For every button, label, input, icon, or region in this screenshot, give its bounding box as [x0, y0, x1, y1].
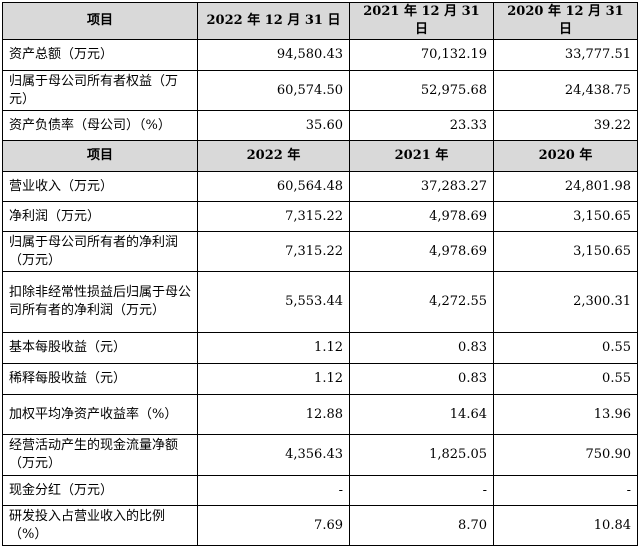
cell-value: 3,150.65 [493, 231, 638, 272]
row-label-cash-dividend: 现金分红（万元） [2, 475, 198, 506]
cell-value: 60,564.48 [197, 171, 350, 202]
table-row: 资产负债率（母公司）（%） 35.60 23.33 39.22 [2, 110, 638, 141]
cell-value: - [197, 475, 350, 506]
cell-value: 33,777.51 [493, 39, 638, 71]
row-label-diluted-eps: 稀释每股收益（元） [2, 363, 198, 395]
header-2022-12-31: 2022 年 12 月 31 日 [197, 2, 350, 40]
cell-value: 24,801.98 [493, 171, 638, 202]
header-item: 项目 [2, 2, 198, 40]
cell-value: 10.84 [493, 505, 638, 546]
header-2020: 2020 年 [493, 140, 638, 172]
table-row: 归属于母公司所有者的净利润（万元） 7,315.22 4,978.69 3,15… [2, 231, 638, 272]
table-row: 基本每股收益（元） 1.12 0.83 0.55 [2, 332, 638, 364]
table-row: 扣除非经常性损益后归属于母公司所有者的净利润（万元） 5,553.44 4,27… [2, 271, 638, 333]
cell-value: 1,825.05 [349, 434, 494, 476]
balance-header-row: 项目 2022 年 12 月 31 日 2021 年 12 月 31 日 202… [2, 2, 638, 40]
cell-value: 70,132.19 [349, 39, 494, 71]
row-label-revenue: 营业收入（万元） [2, 171, 198, 202]
cell-value: 23.33 [349, 110, 494, 141]
cell-value: 12.88 [197, 394, 350, 435]
cell-value: 0.83 [349, 363, 494, 395]
cell-value: 3,150.65 [493, 201, 638, 232]
cell-value: 0.55 [493, 363, 638, 395]
table-row: 现金分红（万元） - - - [2, 475, 638, 506]
cell-value: 7,315.22 [197, 201, 350, 232]
row-label-weighted-roe: 加权平均净资产收益率（%） [2, 394, 198, 435]
cell-value: - [493, 475, 638, 506]
header-2021: 2021 年 [349, 140, 494, 172]
cell-value: 1.12 [197, 332, 350, 364]
cell-value: 1.12 [197, 363, 350, 395]
row-label-rd-ratio: 研发投入占营业收入的比例（%） [2, 505, 198, 546]
row-label-parent-equity: 归属于母公司所有者权益（万元） [2, 70, 198, 111]
table-row: 净利润（万元） 7,315.22 4,978.69 3,150.65 [2, 201, 638, 232]
row-label-deducted-net-profit: 扣除非经常性损益后归属于母公司所有者的净利润（万元） [2, 271, 198, 333]
cell-value: 37,283.27 [349, 171, 494, 202]
cell-value: - [349, 475, 494, 506]
income-header-row: 项目 2022 年 2021 年 2020 年 [2, 140, 638, 172]
table-row: 归属于母公司所有者权益（万元） 60,574.50 52,975.68 24,4… [2, 70, 638, 111]
row-label-parent-net-profit: 归属于母公司所有者的净利润（万元） [2, 231, 198, 272]
cell-value: 0.55 [493, 332, 638, 364]
cell-value: 7.69 [197, 505, 350, 546]
cell-value: 0.83 [349, 332, 494, 364]
header-2021-12-31: 2021 年 12 月 31 日 [349, 2, 494, 40]
table-row: 研发投入占营业收入的比例（%） 7.69 8.70 10.84 [2, 505, 638, 546]
row-label-net-profit: 净利润（万元） [2, 201, 198, 232]
cell-value: 2,300.31 [493, 271, 638, 333]
cell-value: 5,553.44 [197, 271, 350, 333]
cell-value: 14.64 [349, 394, 494, 435]
cell-value: 39.22 [493, 110, 638, 141]
header-item: 项目 [2, 140, 198, 172]
cell-value: 7,315.22 [197, 231, 350, 272]
table-row: 稀释每股收益（元） 1.12 0.83 0.55 [2, 363, 638, 395]
cell-value: 4,356.43 [197, 434, 350, 476]
header-2020-12-31: 2020 年 12 月 31 日 [493, 2, 638, 40]
table-row: 营业收入（万元） 60,564.48 37,283.27 24,801.98 [2, 171, 638, 202]
row-label-debt-ratio: 资产负债率（母公司）（%） [2, 110, 198, 141]
table-row: 加权平均净资产收益率（%） 12.88 14.64 13.96 [2, 394, 638, 435]
row-label-basic-eps: 基本每股收益（元） [2, 332, 198, 364]
cell-value: 8.70 [349, 505, 494, 546]
row-label-operating-cash-flow: 经营活动产生的现金流量净额（万元） [2, 434, 198, 476]
cell-value: 4,272.55 [349, 271, 494, 333]
header-2022: 2022 年 [197, 140, 350, 172]
cell-value: 750.90 [493, 434, 638, 476]
cell-value: 35.60 [197, 110, 350, 141]
cell-value: 4,978.69 [349, 231, 494, 272]
cell-value: 4,978.69 [349, 201, 494, 232]
table-row: 经营活动产生的现金流量净额（万元） 4,356.43 1,825.05 750.… [2, 434, 638, 476]
cell-value: 52,975.68 [349, 70, 494, 111]
cell-value: 24,438.75 [493, 70, 638, 111]
cell-value: 94,580.43 [197, 39, 350, 71]
cell-value: 13.96 [493, 394, 638, 435]
row-label-total-assets: 资产总额（万元） [2, 39, 198, 71]
cell-value: 60,574.50 [197, 70, 350, 111]
table-row: 资产总额（万元） 94,580.43 70,132.19 33,777.51 [2, 39, 638, 71]
